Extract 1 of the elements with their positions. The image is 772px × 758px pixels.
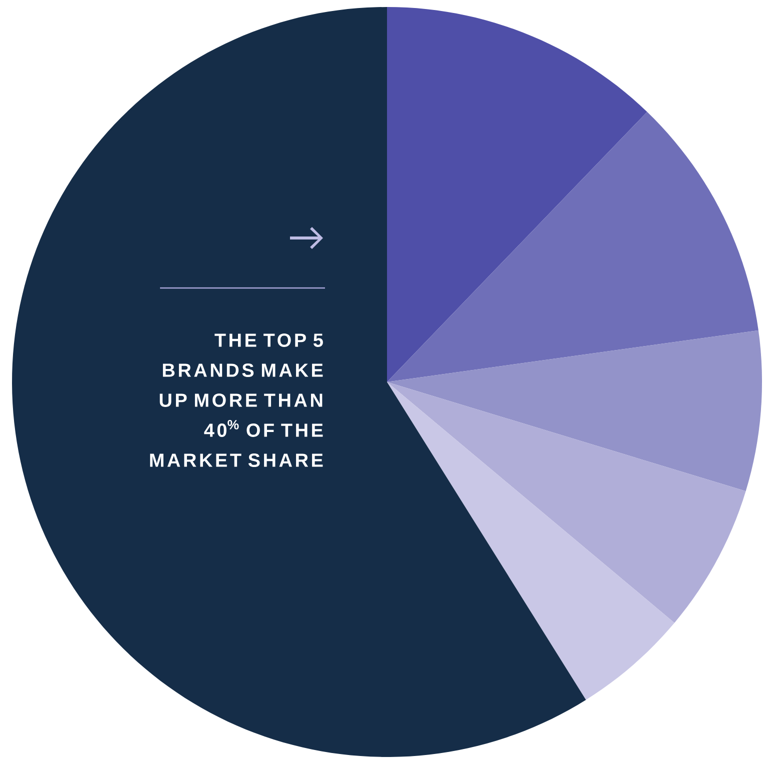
text: THE TOP 5 BRANDS MAKE UP MORE THAN 40$^{%}$ OF THE MARKET SHARE: [150, 334, 323, 467]
